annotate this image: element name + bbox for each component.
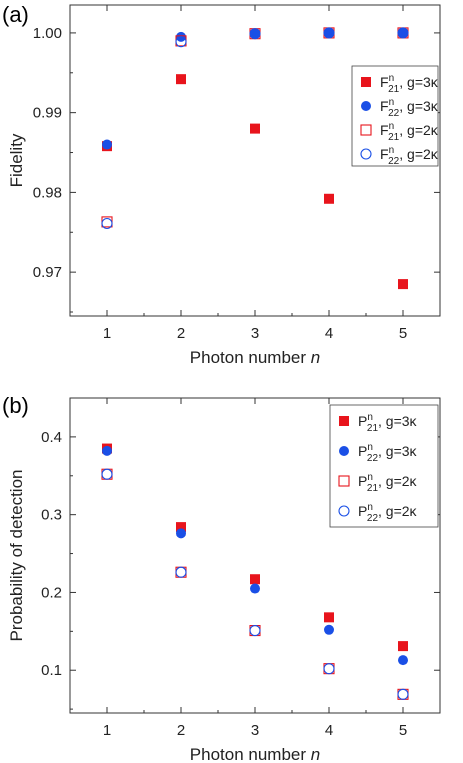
data-point bbox=[249, 28, 261, 40]
legend-marker bbox=[338, 475, 350, 487]
panel-label: (b) bbox=[2, 393, 29, 418]
data-point bbox=[323, 663, 335, 675]
panel-b-probability-of-detection: (b) 1 2 3 4 5 0.1 0.2 0.3 0.4 Photon number n Proba… bbox=[2, 393, 441, 763]
legend: Pn 21, g=3κ Pn 22, g=3κ Pn 21, g=2κ Pn 22, g=2κ bbox=[329, 404, 439, 528]
legend-entry: Fn 22, g=3κ bbox=[380, 97, 439, 119]
legend-entry: Pn 21, g=3κ bbox=[358, 412, 418, 434]
legend-entry: Fn 22, g=2κ bbox=[380, 145, 439, 167]
legend-marker bbox=[339, 446, 349, 456]
y-tick-label: 0.99 bbox=[33, 105, 62, 122]
data-point bbox=[397, 688, 409, 700]
data-point bbox=[175, 36, 187, 48]
x-tick-label: 3 bbox=[251, 722, 259, 739]
data-point bbox=[324, 27, 334, 38]
legend-marker bbox=[360, 148, 372, 160]
data-point bbox=[250, 123, 260, 134]
data-point bbox=[176, 522, 186, 533]
x-axis-title-text: Photon number bbox=[190, 348, 311, 367]
legend-marker bbox=[338, 505, 350, 517]
series-f22-circle-open bbox=[101, 27, 409, 230]
data-point bbox=[324, 624, 334, 635]
y-tick-label: 0.4 bbox=[41, 429, 62, 446]
data-point bbox=[324, 193, 334, 204]
legend-marker bbox=[339, 416, 349, 426]
legend-entry: Pn 22, g=2κ bbox=[358, 502, 418, 524]
legend-marker bbox=[361, 77, 371, 87]
x-tick-label: 2 bbox=[177, 722, 185, 739]
y-tick-label: 0.97 bbox=[33, 264, 62, 281]
data-point bbox=[398, 27, 408, 38]
data-point bbox=[101, 217, 113, 230]
y-tick-label: 0.98 bbox=[33, 184, 62, 201]
x-axis-title-text: Photon number bbox=[190, 745, 311, 763]
x-axis-title-variable: n bbox=[311, 745, 320, 763]
y-tick-label: 0.2 bbox=[41, 584, 62, 601]
data-point bbox=[250, 574, 260, 585]
y-tick-label: 0.1 bbox=[41, 662, 62, 679]
x-axis-title: Photon number n bbox=[190, 745, 320, 763]
series-p22-circle-filled bbox=[102, 445, 408, 666]
x-tick-label: 2 bbox=[177, 325, 185, 342]
data-point bbox=[175, 566, 187, 578]
legend-entry: Pn 21, g=2κ bbox=[358, 472, 418, 494]
x-tick-label: 4 bbox=[325, 722, 333, 739]
data-point bbox=[102, 445, 112, 456]
x-tick-label: 4 bbox=[325, 325, 333, 342]
y-tick-label: 0.3 bbox=[41, 507, 62, 524]
data-point bbox=[398, 655, 408, 666]
x-tick-label: 5 bbox=[399, 722, 407, 739]
x-axis-title-variable: n bbox=[311, 348, 320, 367]
data-point bbox=[323, 27, 335, 39]
data-point bbox=[176, 528, 186, 539]
legend-marker bbox=[360, 124, 372, 136]
data-point bbox=[102, 139, 112, 150]
data-point bbox=[398, 279, 408, 290]
legend-entry: Pn 22, g=3κ bbox=[358, 442, 418, 464]
legend-entry: Fn 21, g=3κ bbox=[380, 73, 439, 95]
series-p22-circle-open bbox=[101, 468, 409, 700]
x-tick-label: 5 bbox=[399, 325, 407, 342]
y-tick-label: 1.00 bbox=[33, 25, 62, 42]
series-f22-circle-filled bbox=[102, 27, 408, 150]
y-axis-title: Fidelity bbox=[7, 133, 26, 187]
legend-marker bbox=[361, 101, 371, 111]
data-point bbox=[250, 28, 260, 39]
panel-label: (a) bbox=[2, 2, 29, 27]
data-point bbox=[249, 625, 261, 637]
data-point bbox=[397, 27, 409, 39]
x-tick-label: 1 bbox=[103, 722, 111, 739]
x-axis-title: Photon number n bbox=[190, 348, 320, 367]
x-tick-label: 3 bbox=[251, 325, 259, 342]
x-tick-label: 1 bbox=[103, 325, 111, 342]
panel-a-fidelity: (a) 1 2 3 4 5 0.97 0.98 0.99 1.00 Photon number n F… bbox=[2, 2, 441, 367]
legend-entry: Fn 21, g=2κ bbox=[380, 121, 439, 143]
data-point bbox=[250, 583, 260, 594]
data-point bbox=[101, 468, 113, 480]
data-point bbox=[176, 74, 186, 85]
y-axis-title: Probability of detection bbox=[7, 470, 26, 642]
data-point bbox=[398, 641, 408, 652]
data-point bbox=[324, 612, 334, 623]
